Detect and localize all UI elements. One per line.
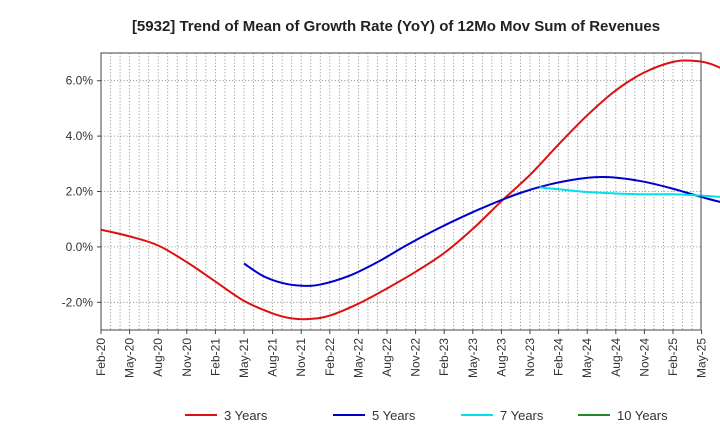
x-tick-label: Aug-21 <box>266 338 280 377</box>
series-lines <box>100 59 720 321</box>
x-tick-label: Aug-22 <box>380 338 394 377</box>
x-tick-label: Nov-21 <box>294 338 308 377</box>
series-line-7-years <box>539 186 720 198</box>
x-tick-label: May-21 <box>237 338 251 378</box>
x-tick-label: Nov-22 <box>409 338 423 377</box>
x-tick-label: Feb-23 <box>437 338 451 376</box>
x-tick-label: Feb-24 <box>552 338 566 376</box>
legend-label-7-years: 7 Years <box>500 408 544 423</box>
x-tick-label: Feb-20 <box>94 338 108 376</box>
series-line-3-years <box>100 59 720 321</box>
legend-label-5-years: 5 Years <box>372 408 416 423</box>
x-tick-label: May-25 <box>695 338 709 378</box>
x-tick-label: May-20 <box>123 338 137 378</box>
x-tick-label: May-23 <box>466 338 480 378</box>
x-tick-label: Aug-24 <box>609 338 623 377</box>
x-tick-label: May-22 <box>351 338 365 378</box>
x-tick-label: Feb-22 <box>323 338 337 376</box>
legend: 3 Years 5 Years 7 Years 10 Years <box>185 408 668 423</box>
y-tick-label: 2.0% <box>66 185 94 199</box>
legend-label-10-years: 10 Years <box>617 408 668 423</box>
x-tick-label: Nov-24 <box>637 338 651 377</box>
chart-title: [5932] Trend of Mean of Growth Rate (YoY… <box>132 18 660 35</box>
x-axis-ticks: Feb-20 May-20 Aug-20 Nov-20 Feb-21 May-21 Aug-… <box>94 330 709 378</box>
y-tick-label: 0.0% <box>66 240 94 254</box>
x-tick-label: May-24 <box>580 338 594 378</box>
x-tick-label: Feb-25 <box>666 338 680 376</box>
x-tick-label: Nov-23 <box>523 338 537 377</box>
series-line-5-years <box>243 175 720 287</box>
legend-label-3-years: 3 Years <box>224 408 268 423</box>
y-tick-label: -2.0% <box>62 295 94 309</box>
x-tick-label: Feb-21 <box>208 338 222 376</box>
y-tick-label: 6.0% <box>66 74 94 88</box>
x-tick-label: Nov-20 <box>180 338 194 377</box>
x-tick-label: Aug-20 <box>151 338 165 377</box>
y-axis-ticks: -2.0% 0.0% 2.0% 4.0% 6.0% <box>62 74 101 309</box>
y-tick-label: 4.0% <box>66 129 94 143</box>
x-tick-label: Aug-23 <box>494 338 508 377</box>
